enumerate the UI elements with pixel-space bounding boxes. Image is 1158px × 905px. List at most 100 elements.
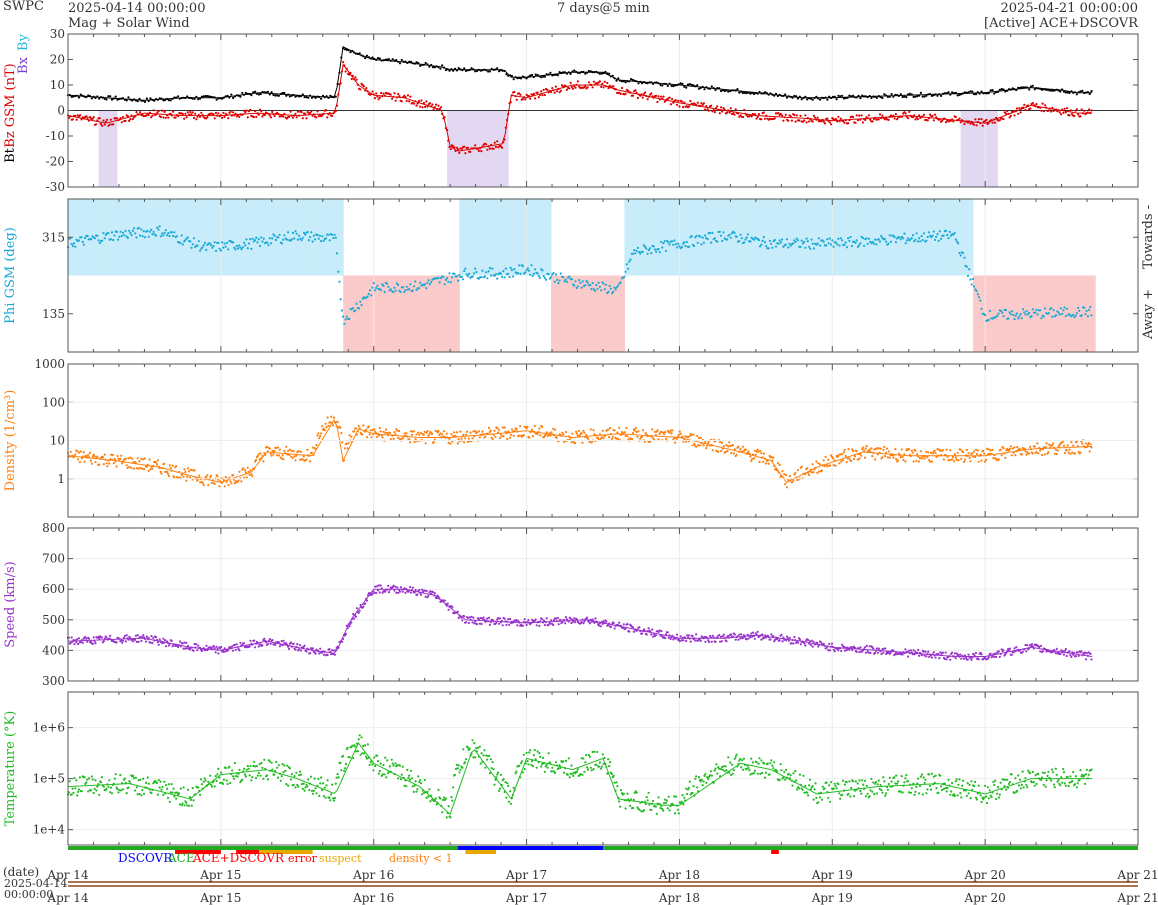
density-series-point [691, 444, 694, 447]
density-series-point [271, 449, 274, 452]
density-series-point [626, 435, 629, 438]
bz-series-point [756, 115, 759, 118]
phi-series-point [1002, 315, 1005, 318]
phi-series-point [173, 231, 176, 234]
phi-series-point [677, 242, 680, 245]
speed-series-point [144, 640, 148, 643]
speed-series-point [719, 640, 722, 643]
density-series-point [819, 463, 822, 466]
phi-series-point [646, 252, 649, 255]
bz-series-point [830, 123, 833, 126]
bt-series-point [285, 94, 288, 97]
phi-series-point [839, 237, 842, 240]
speed-series-point [223, 647, 226, 650]
density-series-point [87, 453, 90, 456]
density-series-point [879, 447, 882, 450]
speed-series-point [100, 636, 103, 639]
bt-series-point [916, 95, 919, 98]
phi-series-point [859, 242, 862, 245]
towards-shade [685, 199, 693, 276]
bt-series-point [288, 95, 291, 98]
speed-series-point [658, 629, 661, 632]
phi-series-point [392, 290, 395, 294]
density-series-point [963, 458, 967, 461]
density-series-point [288, 448, 291, 451]
density-series-point [512, 434, 515, 437]
bt-series-point [520, 77, 523, 80]
density-series-point [128, 465, 131, 468]
speed-series-point [167, 644, 170, 647]
phi-series-point [483, 275, 487, 278]
phi-series-point [763, 241, 767, 244]
density-series-point [450, 433, 453, 436]
density-series-point [272, 453, 275, 456]
phi-series-point [448, 272, 451, 275]
bt-series-point [510, 74, 513, 78]
density-series-point [464, 437, 467, 440]
towards-shade [502, 199, 509, 276]
phi-series-point [262, 237, 265, 240]
density-series-point [185, 479, 188, 482]
towards-shade [165, 199, 173, 276]
density-series-point [660, 430, 663, 433]
bt-series-point [241, 91, 244, 95]
away-shade [349, 275, 356, 352]
bt-series-point [839, 95, 842, 98]
bz-series-point [704, 108, 707, 111]
density-series-point [910, 449, 913, 452]
density-series-point [985, 447, 989, 450]
bz-series-point [814, 116, 817, 119]
away-shade [991, 275, 998, 352]
bt-series-point [474, 70, 477, 73]
speed-series-point [678, 640, 681, 643]
phi-series-point [404, 289, 407, 292]
bz-series-point [929, 113, 932, 116]
speed-series-point [822, 642, 825, 646]
phi-series-point [254, 239, 257, 242]
speed-series-point [309, 652, 312, 655]
density-series-point [474, 430, 477, 433]
bz-series-point [169, 112, 172, 115]
bt-series-point [257, 93, 260, 96]
phi-series-point [955, 240, 959, 243]
phi-series-point [1083, 306, 1086, 309]
phi-series-point [952, 233, 955, 236]
bz-series-point [300, 111, 303, 114]
phi-series-point [110, 231, 114, 234]
phi-series-point [931, 234, 934, 237]
speed-series-point [431, 591, 435, 594]
bz-series-point [1075, 108, 1078, 111]
phi-series-point [958, 251, 961, 255]
bz-series-point [959, 121, 962, 124]
speed-series-point [928, 655, 931, 659]
density-series-point [1045, 442, 1048, 445]
bt-series-point [1075, 93, 1078, 96]
bt-series-point [719, 89, 723, 93]
density-series-point [424, 442, 427, 445]
density-series-point [555, 436, 558, 439]
bz-series-point [326, 116, 329, 119]
phi-series-point [673, 239, 676, 242]
speed-series-point [521, 624, 525, 627]
bt-series-point [208, 95, 211, 98]
density-series-point [992, 457, 995, 460]
density-series-point [956, 451, 959, 454]
bt-series-point [661, 84, 664, 87]
bt-series-point [784, 93, 787, 96]
bz-series-point [147, 114, 150, 117]
bz-series-point [181, 113, 184, 116]
density-series-point [776, 462, 780, 465]
speed-series-point [384, 590, 387, 593]
phi-series-point [706, 238, 709, 241]
speed-series-point [868, 645, 871, 648]
phi-series-point [409, 283, 412, 286]
bz-series-point [1050, 110, 1053, 113]
phi-series-point [167, 232, 170, 235]
speed-series-point [955, 652, 958, 655]
phi-series-point [871, 240, 874, 244]
speed-series-point [780, 633, 783, 637]
towards-shade [477, 199, 485, 276]
density-series-point [101, 456, 104, 459]
density-series-point [610, 437, 614, 440]
bz-series-point [1083, 109, 1086, 112]
